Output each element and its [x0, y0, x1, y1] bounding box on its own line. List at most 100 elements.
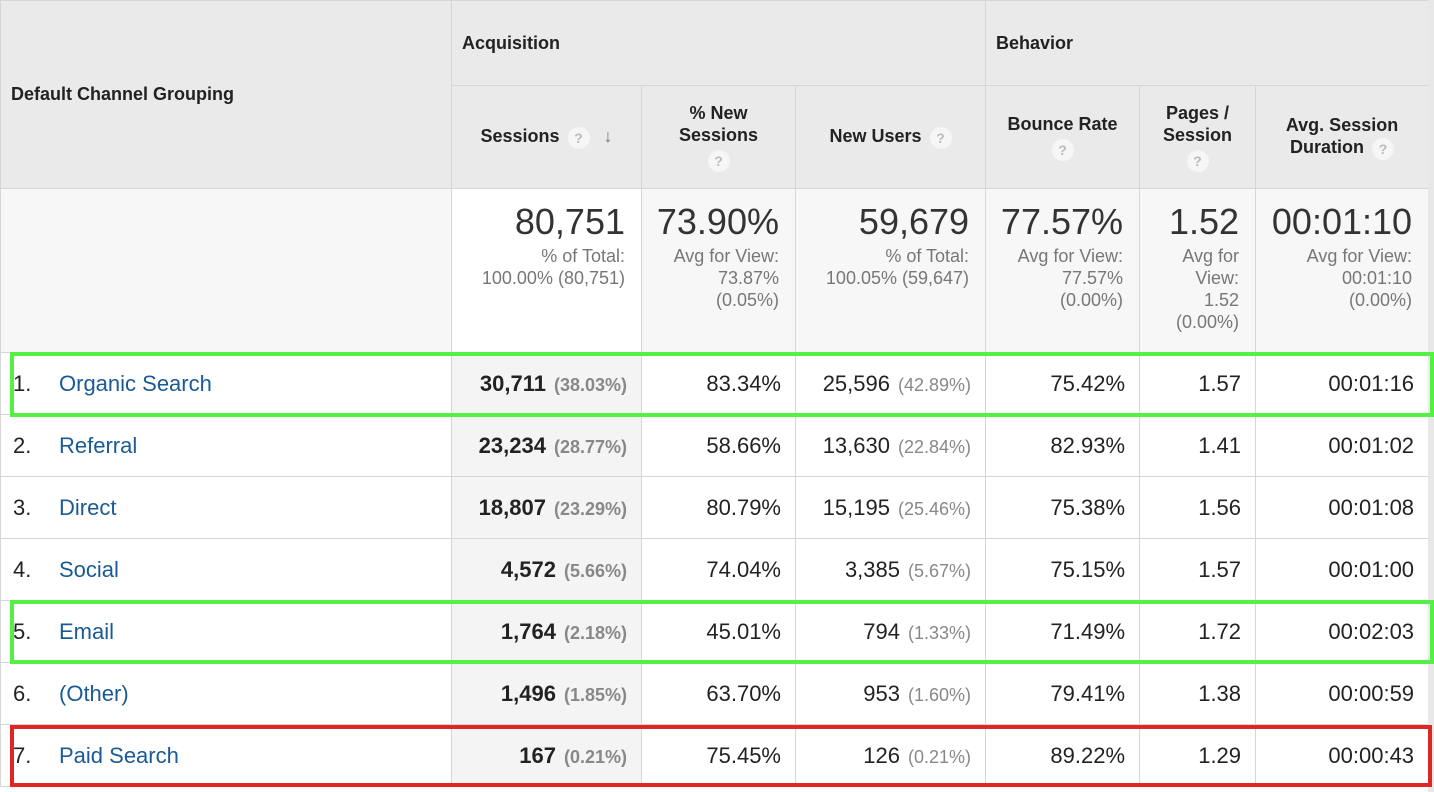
pages-session-cell: 1.57 — [1139, 352, 1257, 415]
totals-blank — [0, 188, 452, 353]
new-sessions-cell: 74.04% — [641, 538, 796, 601]
new-users-pct: (25.46%) — [897, 498, 972, 519]
total-note: 77.57% — [1061, 268, 1124, 288]
col-sessions[interactable]: Sessions? ↓ — [451, 85, 642, 189]
help-icon[interactable]: ? — [707, 150, 730, 172]
total-note: % of Total: — [885, 246, 970, 266]
total-new-sessions: 73.90% Avg for View: 73.87% (0.05%) — [641, 188, 796, 353]
col-label: New Users — [829, 126, 922, 147]
new-users-cell: 953 (1.60%) — [794, 662, 987, 725]
sessions-pct: (2.18%) — [563, 622, 627, 643]
help-icon[interactable]: ? — [929, 126, 952, 149]
channel-link[interactable]: Email — [59, 618, 115, 644]
total-new-users: 59,679 % of Total: 100.05% (59,647) — [794, 188, 987, 353]
total-note: Avg for View: — [1306, 246, 1413, 266]
bounce-rate-cell: 79.41% — [985, 662, 1141, 725]
pages-session-cell: 1.29 — [1139, 724, 1257, 787]
avg-duration-cell: 00:01:02 — [1255, 414, 1430, 477]
col-label: Avg. Session Duration — [1285, 115, 1399, 158]
bounce-rate-cell: 82.93% — [985, 414, 1141, 477]
new-sessions-cell: 83.34% — [641, 352, 796, 415]
col-new-users[interactable]: New Users? — [794, 85, 987, 189]
sort-desc-icon[interactable]: ↓ — [603, 126, 613, 147]
col-bounce-rate[interactable]: Bounce Rate? — [985, 85, 1141, 189]
total-note: Avg for — [1182, 246, 1240, 266]
col-new-sessions[interactable]: % New Sessions? — [641, 85, 796, 189]
total-value: 73.90% — [656, 201, 779, 242]
sessions-cell: 30,711 (38.03%) — [451, 352, 642, 415]
new-users-value: 13,630 — [822, 432, 890, 458]
sessions-value: 30,711 — [479, 370, 546, 396]
table-row: 4. Social 4,572 (5.66%) 74.04% 3,385 (5.67%) 75… — [0, 538, 1430, 601]
table-row: 6. (Other) 1,496 (1.85%) 63.70% 953 (1.60%) 79.… — [0, 662, 1430, 725]
new-users-value: 126 — [863, 742, 900, 768]
channel-cell: 6. (Other) — [0, 662, 452, 725]
bounce-rate-cell: 89.22% — [985, 724, 1141, 787]
group-behavior: Behavior — [985, 0, 1430, 86]
sessions-pct: (38.03%) — [553, 374, 627, 395]
channel-cell: 2. Referral — [0, 414, 452, 477]
row-rank: 2. — [13, 432, 32, 458]
total-bounce-rate: 77.57% Avg for View: 77.57% (0.00%) — [985, 188, 1141, 353]
bounce-rate-cell: 75.38% — [985, 476, 1141, 539]
new-users-cell: 126 (0.21%) — [794, 724, 987, 787]
row-rank: 4. — [13, 556, 32, 582]
new-users-value: 15,195 — [822, 494, 890, 520]
total-value: 80,751 — [514, 201, 625, 242]
total-value: 77.57% — [1000, 201, 1124, 242]
channel-cell: 7. Paid Search — [0, 724, 452, 787]
new-users-cell: 15,195 (25.46%) — [794, 476, 987, 539]
total-note: 1.52 — [1203, 290, 1240, 310]
avg-duration-cell: 00:00:59 — [1255, 662, 1430, 725]
sessions-cell: 18,807 (23.29%) — [451, 476, 642, 539]
total-note: 00:01:10 — [1341, 268, 1413, 288]
sessions-value: 1,496 — [500, 680, 556, 706]
total-note: 73.87% — [717, 268, 779, 288]
channel-link[interactable]: Social — [59, 556, 119, 582]
col-avg-duration[interactable]: Avg. Session Duration? — [1255, 85, 1430, 189]
new-users-pct: (5.67%) — [908, 560, 972, 581]
sessions-cell: 1,496 (1.85%) — [451, 662, 642, 725]
total-sessions: 80,751 % of Total: 100.00% (80,751) — [451, 188, 642, 353]
new-users-cell: 13,630 (22.84%) — [794, 414, 987, 477]
row-rank: 7. — [13, 742, 32, 768]
sessions-pct: (5.66%) — [563, 560, 627, 581]
dimension-header[interactable]: Default Channel Grouping — [0, 0, 452, 189]
bounce-rate-cell: 75.42% — [985, 352, 1141, 415]
channel-link[interactable]: Direct — [59, 494, 117, 520]
channel-cell: 3. Direct — [0, 476, 452, 539]
new-sessions-cell: 63.70% — [641, 662, 796, 725]
total-note: Avg for View: — [1017, 246, 1124, 266]
col-label: Sessions — [480, 126, 560, 147]
sessions-value: 167 — [519, 742, 556, 768]
sessions-pct: (23.29%) — [553, 498, 627, 519]
table-row: 7. Paid Search 167 (0.21%) 75.45% 126 (0.21%) 8… — [0, 724, 1430, 787]
avg-duration-cell: 00:02:03 — [1255, 600, 1430, 663]
row-rank: 6. — [13, 680, 32, 706]
channel-cell: 1. Organic Search — [0, 352, 452, 415]
total-note: View: — [1195, 268, 1240, 288]
table-row: 2. Referral 23,234 (28.77%) 58.66% 13,630 (22.… — [0, 414, 1430, 477]
new-sessions-cell: 45.01% — [641, 600, 796, 663]
total-note: % of Total: — [541, 246, 625, 266]
help-icon[interactable]: ? — [1051, 139, 1074, 161]
col-label: % New Sessions — [678, 103, 759, 145]
sessions-cell: 23,234 (28.77%) — [451, 414, 642, 477]
sessions-cell: 167 (0.21%) — [451, 724, 642, 787]
channel-link[interactable]: (Other) — [59, 680, 129, 706]
channel-link[interactable]: Organic Search — [59, 370, 212, 396]
help-icon[interactable]: ? — [1372, 137, 1395, 160]
channel-link[interactable]: Referral — [59, 432, 138, 458]
new-users-pct: (22.84%) — [897, 436, 972, 457]
channel-link[interactable]: Paid Search — [59, 742, 179, 768]
col-pages-session[interactable]: Pages / Session? — [1139, 85, 1257, 189]
help-icon[interactable]: ? — [1186, 150, 1209, 172]
new-users-value: 794 — [863, 618, 900, 644]
scroll-edge — [1428, 0, 1434, 792]
help-icon[interactable]: ? — [567, 126, 590, 149]
new-users-cell: 25,596 (42.89%) — [794, 352, 987, 415]
total-value: 1.52 — [1168, 201, 1240, 242]
total-note: (0.00%) — [1060, 290, 1124, 310]
sessions-pct: (0.21%) — [563, 746, 627, 767]
new-users-pct: (42.89%) — [897, 374, 972, 395]
